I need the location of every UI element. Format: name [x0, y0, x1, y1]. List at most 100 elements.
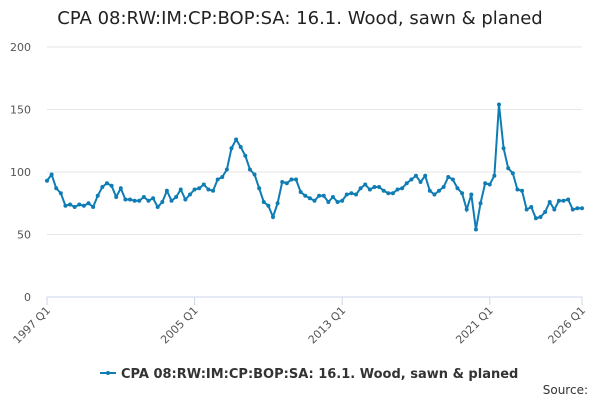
point [330, 195, 335, 199]
point [183, 197, 188, 202]
point [201, 182, 206, 187]
point [257, 186, 262, 191]
point [395, 187, 400, 192]
point [580, 206, 584, 211]
point [197, 186, 202, 191]
point [307, 196, 312, 201]
point [413, 173, 418, 178]
point [344, 192, 349, 197]
point [441, 185, 446, 189]
point [284, 181, 289, 186]
point [326, 200, 331, 204]
point [174, 195, 179, 199]
point [118, 186, 123, 191]
point [192, 187, 197, 192]
point [266, 203, 271, 208]
point [95, 193, 100, 198]
point [487, 182, 492, 187]
point [386, 191, 391, 196]
x-tick-label: 2021 Q1 [453, 304, 496, 347]
x-tick-label: 2005 Q1 [158, 304, 201, 347]
point [390, 191, 395, 196]
point [178, 187, 183, 192]
point [432, 192, 437, 197]
point [404, 181, 409, 186]
point [529, 205, 534, 209]
legend-marker [106, 371, 110, 375]
point [298, 190, 303, 194]
point [206, 187, 211, 192]
point [294, 177, 299, 182]
point [409, 177, 414, 182]
point [515, 187, 520, 192]
point [280, 180, 285, 184]
point [128, 197, 133, 202]
point [224, 167, 229, 172]
point [104, 181, 109, 186]
point [247, 167, 252, 172]
point [238, 145, 243, 149]
point [492, 173, 497, 178]
point [381, 188, 386, 193]
source: Source: [543, 383, 588, 397]
point [49, 172, 54, 177]
point [215, 177, 220, 182]
point [303, 193, 308, 198]
point [261, 200, 266, 204]
legend-label: CPA 08:RW:IM:CP:BOP:SA: 16.1. Wood, sawn… [121, 367, 518, 382]
point [132, 198, 137, 203]
point [289, 177, 294, 182]
point [427, 188, 432, 193]
point [552, 207, 557, 212]
point [543, 210, 548, 214]
point [473, 227, 478, 232]
x-tick-label: 2026 Q1 [546, 304, 589, 347]
point [520, 188, 525, 193]
point [367, 187, 372, 192]
point [464, 207, 469, 212]
point [354, 192, 359, 197]
point [335, 200, 340, 204]
point [141, 195, 146, 199]
point [506, 166, 511, 171]
point [363, 182, 368, 187]
point [77, 202, 82, 207]
point [372, 185, 377, 189]
point [109, 183, 114, 188]
point [123, 197, 128, 202]
y-tick-label: 50 [17, 229, 31, 242]
y-tick-label: 0 [24, 291, 31, 304]
series-line [46, 104, 582, 230]
point [469, 192, 474, 197]
point [63, 203, 68, 208]
point [220, 175, 225, 179]
point [496, 102, 501, 107]
point [58, 191, 63, 196]
point [556, 198, 561, 203]
point [437, 188, 442, 193]
point [317, 193, 322, 198]
x-tick-label: 2013 Q1 [306, 304, 349, 347]
point [68, 202, 73, 207]
chart-title: CPA 08:RW:IM:CP:BOP:SA: 16.1. Wood, sawn… [57, 8, 542, 29]
x-tick-label: 1997 Q1 [11, 304, 54, 347]
point [570, 207, 575, 212]
point [275, 201, 280, 206]
point [72, 205, 77, 209]
point [561, 198, 566, 203]
point [151, 196, 156, 201]
point [450, 177, 455, 182]
point [501, 146, 506, 151]
point [229, 146, 234, 151]
point [86, 201, 91, 206]
y-tick-label: 150 [10, 104, 31, 117]
point [358, 186, 363, 191]
point [460, 191, 465, 196]
point [252, 172, 257, 177]
point [478, 201, 483, 206]
point [155, 205, 160, 209]
point [538, 215, 543, 219]
point [169, 198, 174, 203]
point [533, 216, 538, 221]
